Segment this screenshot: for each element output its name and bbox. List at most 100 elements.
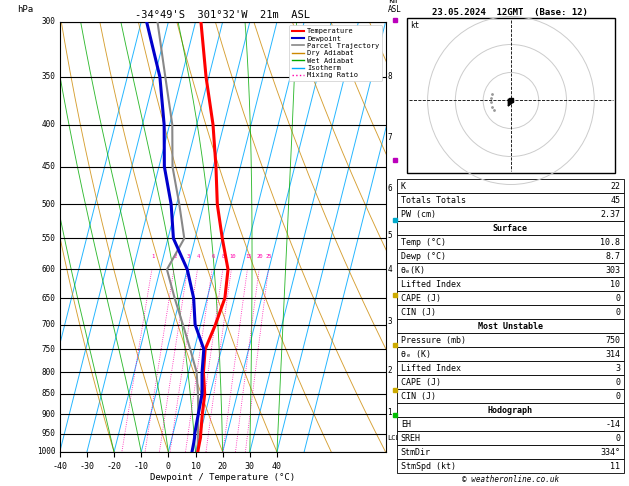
Text: Totals Totals: Totals Totals	[401, 195, 466, 205]
Text: 23.05.2024  12GMT  (Base: 12): 23.05.2024 12GMT (Base: 12)	[433, 8, 588, 17]
Text: 1: 1	[387, 408, 392, 417]
Bar	[397, 291, 624, 305]
Bar	[397, 319, 624, 333]
Bar	[397, 375, 624, 389]
Text: 10.8: 10.8	[600, 238, 620, 246]
Text: θₑ (K): θₑ (K)	[401, 349, 431, 359]
Bar	[397, 179, 624, 193]
Text: hPa: hPa	[18, 5, 33, 14]
Text: LCL: LCL	[387, 435, 400, 441]
Text: 850: 850	[42, 389, 56, 399]
Bar	[397, 235, 624, 249]
Bar	[397, 403, 624, 417]
Text: Dewp (°C): Dewp (°C)	[401, 251, 446, 260]
Bar	[397, 305, 624, 319]
Text: StmSpd (kt): StmSpd (kt)	[401, 462, 456, 470]
Bar	[397, 459, 624, 473]
Text: 500: 500	[42, 200, 56, 209]
Text: 450: 450	[42, 162, 56, 171]
Text: 950: 950	[42, 429, 56, 438]
Text: K: K	[401, 181, 406, 191]
Text: -14: -14	[605, 419, 620, 429]
Text: 650: 650	[42, 294, 56, 303]
Text: 15: 15	[245, 254, 252, 259]
Text: 8: 8	[387, 72, 392, 82]
Text: Mixing Ratio (g/kg): Mixing Ratio (g/kg)	[399, 193, 408, 281]
Text: 750: 750	[605, 335, 620, 345]
Text: 2: 2	[387, 365, 392, 375]
Text: CAPE (J): CAPE (J)	[401, 294, 441, 302]
Text: 550: 550	[42, 234, 56, 243]
Text: 0: 0	[615, 434, 620, 442]
Text: 900: 900	[42, 410, 56, 419]
Text: 300: 300	[42, 17, 56, 26]
Text: Pressure (mb): Pressure (mb)	[401, 335, 466, 345]
Text: 600: 600	[42, 265, 56, 274]
Text: CIN (J): CIN (J)	[401, 392, 436, 400]
Legend: Temperature, Dewpoint, Parcel Trajectory, Dry Adiabat, Wet Adiabat, Isotherm, Mi: Temperature, Dewpoint, Parcel Trajectory…	[289, 25, 382, 81]
Text: 22: 22	[610, 181, 620, 191]
Text: © weatheronline.co.uk: © weatheronline.co.uk	[462, 475, 559, 484]
Text: 400: 400	[42, 120, 56, 129]
Bar	[397, 277, 624, 291]
Text: 10: 10	[229, 254, 235, 259]
Text: 8.7: 8.7	[605, 251, 620, 260]
Text: 0: 0	[615, 308, 620, 316]
Text: 0: 0	[615, 294, 620, 302]
Text: 2: 2	[173, 254, 176, 259]
Text: 3: 3	[187, 254, 190, 259]
Text: 3: 3	[615, 364, 620, 372]
Bar	[397, 263, 624, 277]
Text: km
ASL: km ASL	[388, 0, 402, 14]
Bar	[397, 417, 624, 431]
Text: Lifted Index: Lifted Index	[401, 279, 461, 289]
Text: Hodograph: Hodograph	[488, 405, 533, 415]
Bar	[397, 445, 624, 459]
Bar	[397, 249, 624, 263]
Text: Most Unstable: Most Unstable	[478, 322, 543, 330]
Text: PW (cm): PW (cm)	[401, 209, 436, 219]
Text: Lifted Index: Lifted Index	[401, 364, 461, 372]
Text: 6: 6	[387, 184, 392, 193]
Text: Surface: Surface	[493, 224, 528, 232]
Bar	[397, 361, 624, 375]
Text: 8: 8	[222, 254, 225, 259]
Bar	[397, 431, 624, 445]
Text: CIN (J): CIN (J)	[401, 308, 436, 316]
Text: 25: 25	[266, 254, 272, 259]
Text: 7: 7	[387, 133, 392, 142]
Text: θₑ(K): θₑ(K)	[401, 265, 426, 275]
Text: 334°: 334°	[600, 448, 620, 456]
Text: 5: 5	[387, 231, 392, 240]
Bar	[397, 193, 624, 207]
Bar	[397, 207, 624, 221]
Text: 700: 700	[42, 320, 56, 329]
Text: 1: 1	[151, 254, 155, 259]
Bar	[407, 18, 615, 173]
Text: 4: 4	[387, 265, 392, 274]
Text: 0: 0	[615, 392, 620, 400]
Text: CAPE (J): CAPE (J)	[401, 378, 441, 386]
Text: 4: 4	[197, 254, 200, 259]
Text: 1000: 1000	[37, 448, 56, 456]
Bar	[397, 333, 624, 347]
Bar	[397, 347, 624, 361]
Text: 6: 6	[211, 254, 214, 259]
Text: 10: 10	[610, 279, 620, 289]
Text: 350: 350	[42, 72, 56, 82]
Text: 11: 11	[610, 462, 620, 470]
Text: 303: 303	[605, 265, 620, 275]
Text: 750: 750	[42, 345, 56, 354]
Title: -34°49'S  301°32'W  21m  ASL: -34°49'S 301°32'W 21m ASL	[135, 10, 310, 20]
X-axis label: Dewpoint / Temperature (°C): Dewpoint / Temperature (°C)	[150, 473, 295, 483]
Text: 2.37: 2.37	[600, 209, 620, 219]
Text: 0: 0	[615, 378, 620, 386]
Text: 20: 20	[257, 254, 263, 259]
Text: 314: 314	[605, 349, 620, 359]
Text: StmDir: StmDir	[401, 448, 431, 456]
Text: 3: 3	[387, 317, 392, 327]
Text: 45: 45	[610, 195, 620, 205]
Bar	[397, 389, 624, 403]
Text: SREH: SREH	[401, 434, 421, 442]
Text: Temp (°C): Temp (°C)	[401, 238, 446, 246]
